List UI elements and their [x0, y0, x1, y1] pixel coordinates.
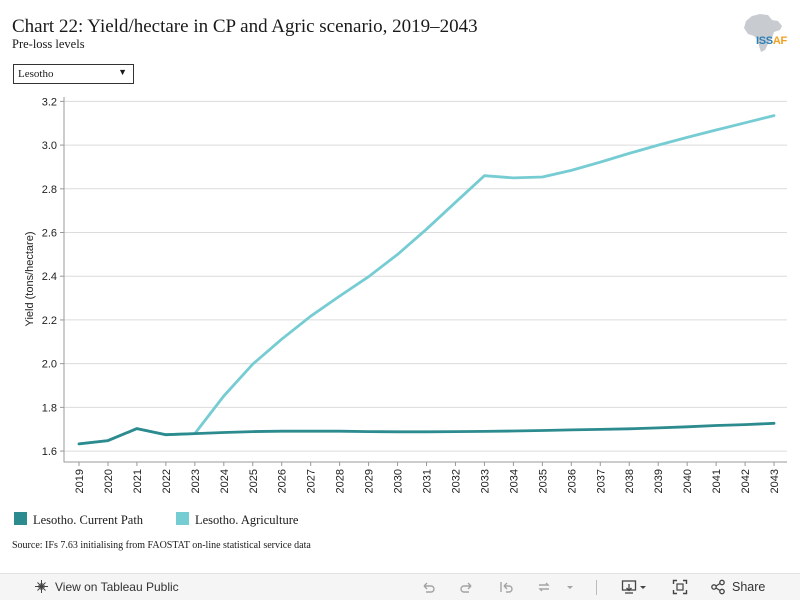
legend-item-agriculture[interactable]: Lesotho. Agriculture: [176, 512, 298, 528]
share-icon: [711, 579, 725, 595]
x-tick-label: 2042: [740, 469, 752, 493]
x-tick-label: 2024: [219, 469, 231, 493]
x-tick-label: 2037: [595, 469, 607, 493]
x-tick-label: 2029: [364, 469, 376, 493]
toolbar-divider: [596, 580, 597, 595]
x-tick-label: 2023: [190, 469, 202, 493]
legend-item-current-path[interactable]: Lesotho. Current Path: [14, 512, 143, 528]
x-tick-label: 2030: [393, 469, 405, 493]
x-tick-label: 2034: [508, 469, 520, 493]
legend-label-agriculture: Lesotho. Agriculture: [195, 513, 299, 527]
redo-icon: [460, 582, 472, 593]
y-tick-label: 3.2: [42, 96, 57, 108]
view-on-tableau-button[interactable]: View on Tableau Public: [34, 579, 179, 594]
x-tick-label: 2036: [566, 469, 578, 493]
africa-map-logo-icon: [744, 14, 782, 52]
country-filter-dropdown[interactable]: Lesotho ▼: [13, 64, 134, 84]
refresh-button[interactable]: [536, 579, 552, 595]
series-line-agriculture[interactable]: [77, 114, 776, 446]
x-tick-label: 2031: [422, 469, 434, 493]
x-tick-label: 2028: [335, 469, 347, 493]
x-tick-label: 2021: [132, 469, 144, 493]
y-tick-label: 1.8: [42, 402, 57, 414]
y-tick-label: 3.0: [42, 140, 57, 152]
revert-icon: [500, 582, 513, 593]
tableau-logo-icon: [35, 580, 48, 593]
x-tick-label: 2033: [479, 469, 491, 493]
refresh-icon: [538, 582, 550, 592]
refresh-dropdown-button[interactable]: [566, 579, 574, 595]
chart-title: Chart 22: Yield/hectare in CP and Agric …: [12, 16, 478, 37]
x-tick-label: 2038: [624, 469, 636, 493]
revert-button[interactable]: [498, 579, 514, 595]
y-tick-label: 2.6: [42, 228, 57, 240]
line-chart: 1.6 1.8 2.0 2.2 2.4 2.6 2.8 3.0 3.2 2019 2020 2021 2…: [24, 96, 787, 493]
x-tick-label: 2043: [769, 469, 781, 493]
legend-swatch-agriculture: [176, 512, 189, 525]
x-tick-label: 2035: [537, 469, 549, 493]
x-tick-label: 2020: [103, 469, 115, 493]
legend-label-current-path: Lesotho. Current Path: [33, 513, 144, 527]
undo-button[interactable]: [420, 579, 436, 595]
y-tick-label: 2.4: [42, 271, 57, 283]
share-button[interactable]: Share: [710, 579, 765, 595]
y-axis-label: Yield (tons/hectare): [24, 232, 36, 327]
x-tick-label: 2022: [161, 469, 173, 493]
tableau-toolbar: View on Tableau Public Share: [0, 573, 800, 600]
x-tick-label: 2041: [711, 469, 723, 493]
source-note: Source: IFs 7.63 initialising from FAOST…: [12, 540, 311, 551]
y-tick-label: 2.0: [42, 359, 57, 371]
view-on-tableau-label: View on Tableau Public: [55, 579, 179, 594]
caret-down-icon: [640, 586, 646, 589]
axis-frame: [63, 97, 787, 463]
chart-legend: Lesotho. Current Path Lesotho. Agricultu…: [14, 512, 334, 530]
x-tick-label: 2026: [277, 469, 289, 493]
x-tick-label: 2025: [248, 469, 260, 493]
x-tick-label: 2039: [653, 469, 665, 493]
x-tick-label: 2027: [306, 469, 318, 493]
series-line-current-path[interactable]: [77, 421, 776, 446]
chart-subtitle: Pre-loss levels: [12, 37, 85, 51]
y-tick-label: 2.2: [42, 315, 57, 327]
undo-icon: [423, 582, 435, 593]
x-tick-label: 2032: [450, 469, 462, 493]
legend-swatch-current-path: [14, 512, 27, 525]
dropdown-caret-icon: ▼: [118, 67, 127, 77]
country-filter-value: Lesotho: [18, 68, 54, 80]
y-tick-label: 2.8: [42, 184, 57, 196]
fullscreen-icon: [672, 579, 688, 595]
share-label: Share: [732, 580, 766, 594]
download-icon: [621, 580, 637, 594]
iss-logo: ISSAF: [756, 35, 787, 47]
caret-down-icon: [567, 586, 573, 589]
download-button[interactable]: [621, 579, 647, 595]
fullscreen-button[interactable]: [672, 579, 688, 595]
y-tick-label: 1.6: [42, 446, 57, 458]
redo-button[interactable]: [459, 579, 475, 595]
x-tick-label: 2040: [682, 469, 694, 493]
x-tick-label: 2019: [74, 469, 86, 493]
